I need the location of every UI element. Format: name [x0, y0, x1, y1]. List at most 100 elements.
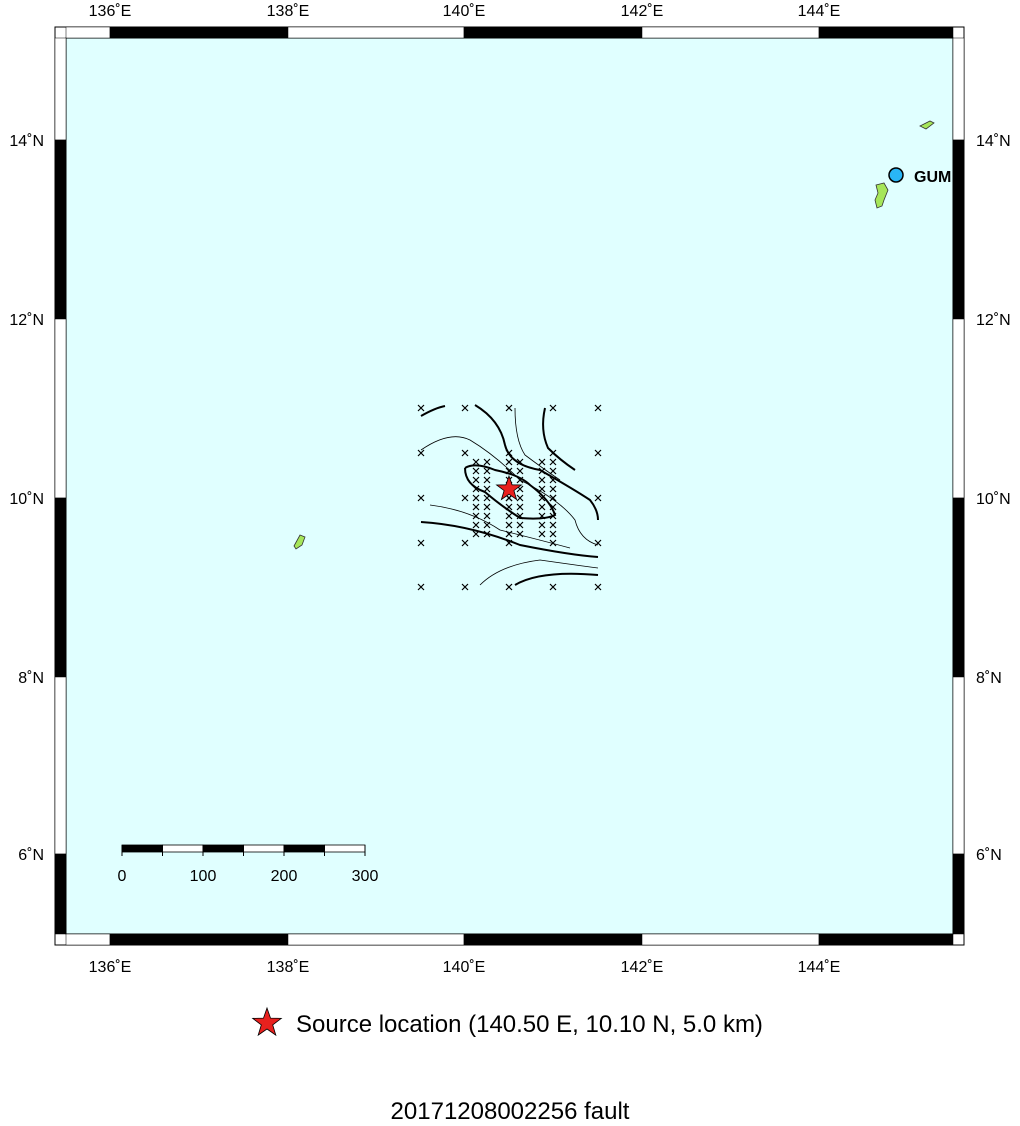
frame-band — [818, 26, 954, 39]
grid-marker — [594, 494, 602, 502]
frame-band — [463, 26, 643, 39]
lat-label: 12˚N — [976, 312, 1011, 329]
grid-marker — [549, 521, 557, 529]
grid-marker — [472, 512, 480, 520]
frame-bands — [54, 26, 965, 946]
grid-marker — [417, 494, 425, 502]
grid-marker — [505, 521, 513, 529]
grid-marker — [483, 485, 491, 493]
legend-text: Source location (140.50 E, 10.10 N, 5.0 … — [296, 1011, 763, 1038]
frame-band — [54, 37, 67, 141]
lon-label: 140˚E — [443, 3, 486, 20]
grid-marker — [549, 539, 557, 547]
grid-marker — [549, 494, 557, 502]
grid-marker — [549, 458, 557, 466]
grid-marker — [549, 404, 557, 412]
scale-segment — [162, 844, 204, 853]
grid-marker — [516, 503, 524, 511]
lat-label: 6˚N — [976, 847, 1002, 864]
grid-markers — [417, 404, 602, 591]
lon-label: 142˚E — [621, 3, 664, 20]
grid-marker — [417, 404, 425, 412]
grid-marker — [505, 583, 513, 591]
scale-segment — [121, 844, 163, 853]
grid-marker — [594, 539, 602, 547]
grid-marker — [483, 494, 491, 502]
lon-label: 136˚E — [89, 959, 132, 976]
frame-band — [952, 676, 965, 855]
grid-marker — [461, 539, 469, 547]
grid-marker — [549, 583, 557, 591]
island — [874, 182, 889, 209]
scale-label: 100 — [190, 868, 217, 885]
grid-marker — [461, 404, 469, 412]
grid-marker — [549, 512, 557, 520]
grid-marker — [538, 530, 546, 538]
grid-marker — [549, 449, 557, 457]
grid-marker — [516, 458, 524, 466]
grid-marker — [594, 583, 602, 591]
frame-band — [54, 318, 67, 499]
lat-label: 8˚N — [976, 670, 1002, 687]
grid-marker — [483, 530, 491, 538]
island — [293, 534, 306, 550]
lon-label: 142˚E — [621, 959, 664, 976]
grid-marker — [505, 503, 513, 511]
grid-marker — [505, 512, 513, 520]
grid-marker — [505, 458, 513, 466]
frame-band — [463, 933, 643, 946]
grid-marker — [549, 467, 557, 475]
grid-marker — [472, 467, 480, 475]
scale-bar: 0 100 200 300 — [118, 844, 378, 885]
frame-band — [54, 139, 67, 320]
frame-band — [54, 853, 67, 935]
frame-band — [65, 933, 111, 946]
lat-label: 12˚N — [9, 312, 44, 329]
lon-label: 138˚E — [267, 3, 310, 20]
scale-label: 0 — [118, 868, 127, 885]
frame-band — [54, 497, 67, 678]
grid-marker — [549, 530, 557, 538]
grid-marker — [516, 467, 524, 475]
grid-marker — [516, 530, 524, 538]
lat-label: 10˚N — [976, 491, 1011, 508]
grid-marker — [461, 583, 469, 591]
grid-marker — [417, 449, 425, 457]
frame-band — [952, 853, 965, 935]
grid-marker — [472, 458, 480, 466]
grid-marker — [538, 512, 546, 520]
grid-marker — [483, 458, 491, 466]
grid-marker — [461, 449, 469, 457]
scale-segment — [283, 844, 325, 853]
grid-marker — [472, 476, 480, 484]
station-marker — [888, 167, 904, 183]
lat-label: 10˚N — [9, 491, 44, 508]
grid-marker — [538, 503, 546, 511]
grid-marker — [538, 494, 546, 502]
grid-marker — [549, 503, 557, 511]
lat-label: 14˚N — [976, 133, 1011, 150]
grid-marker — [472, 485, 480, 493]
frame-band — [641, 933, 820, 946]
frame-band — [952, 37, 965, 141]
grid-marker — [472, 521, 480, 529]
grid-marker — [516, 476, 524, 484]
grid-marker — [549, 485, 557, 493]
station-label: GUM — [914, 169, 951, 186]
frame-band — [109, 933, 289, 946]
lat-label: 8˚N — [18, 670, 44, 687]
grid-marker — [538, 467, 546, 475]
lat-label: 14˚N — [9, 133, 44, 150]
island — [919, 120, 935, 130]
lon-label: 144˚E — [798, 959, 841, 976]
grid-marker — [505, 539, 513, 547]
lon-label: 144˚E — [798, 3, 841, 20]
grid-marker — [505, 530, 513, 538]
lon-label: 136˚E — [89, 3, 132, 20]
lon-label: 140˚E — [443, 959, 486, 976]
lat-label: 6˚N — [18, 847, 44, 864]
frame-band — [65, 26, 111, 39]
source-star — [495, 474, 523, 501]
grid-marker — [516, 521, 524, 529]
